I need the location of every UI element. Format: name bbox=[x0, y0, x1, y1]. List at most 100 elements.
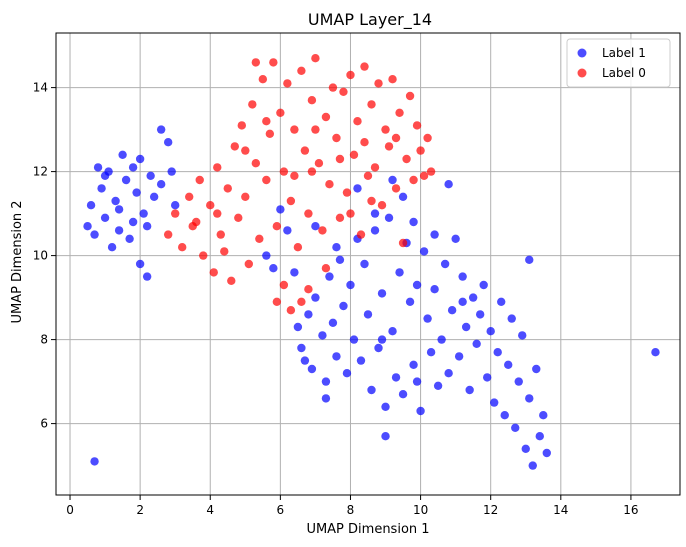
data-point bbox=[297, 66, 306, 76]
legend-label: Label 0 bbox=[602, 66, 646, 80]
data-point bbox=[100, 171, 110, 180]
x-tick-label: 0 bbox=[66, 503, 74, 517]
data-point bbox=[490, 398, 499, 407]
data-point bbox=[370, 163, 380, 172]
y-tick-label: 10 bbox=[33, 249, 48, 263]
data-point bbox=[300, 146, 310, 155]
x-tick-label: 4 bbox=[206, 503, 214, 517]
data-point bbox=[272, 297, 282, 306]
data-point bbox=[391, 184, 401, 193]
data-point bbox=[258, 75, 268, 84]
data-point bbox=[388, 327, 397, 336]
data-point bbox=[286, 306, 296, 315]
data-point bbox=[339, 301, 348, 311]
data-point bbox=[349, 150, 359, 159]
data-point bbox=[339, 87, 348, 97]
data-point bbox=[370, 226, 380, 235]
data-point bbox=[118, 150, 127, 159]
data-point bbox=[307, 96, 317, 105]
data-point bbox=[111, 196, 120, 206]
data-point bbox=[461, 322, 471, 332]
data-point bbox=[518, 331, 527, 340]
data-point bbox=[388, 75, 397, 84]
data-point bbox=[395, 268, 404, 277]
x-tick-label: 8 bbox=[347, 503, 355, 517]
data-point bbox=[651, 348, 660, 357]
legend-box bbox=[566, 38, 671, 88]
data-point bbox=[321, 394, 331, 403]
data-point bbox=[248, 100, 257, 109]
data-point bbox=[381, 432, 390, 441]
data-point bbox=[283, 79, 292, 88]
data-point bbox=[321, 112, 331, 122]
data-point bbox=[311, 293, 320, 302]
data-point bbox=[286, 196, 296, 206]
data-point bbox=[192, 217, 201, 227]
data-point bbox=[412, 377, 422, 386]
data-point bbox=[525, 255, 534, 264]
data-point bbox=[374, 343, 383, 353]
y-tick-label: 8 bbox=[40, 333, 48, 347]
data-point bbox=[279, 167, 289, 176]
data-point bbox=[346, 280, 355, 290]
data-point bbox=[384, 142, 394, 151]
x-axis-label: UMAP Dimension 1 bbox=[306, 522, 429, 537]
data-point bbox=[335, 154, 345, 164]
data-point bbox=[142, 222, 152, 231]
data-point bbox=[206, 201, 215, 210]
data-point bbox=[114, 226, 124, 235]
data-point bbox=[440, 259, 450, 269]
data-point bbox=[311, 54, 320, 63]
data-point bbox=[293, 322, 303, 332]
data-point bbox=[163, 230, 173, 239]
data-point bbox=[493, 348, 502, 357]
data-point bbox=[367, 385, 376, 395]
data-point bbox=[388, 175, 397, 185]
data-point bbox=[426, 348, 436, 357]
data-point bbox=[321, 377, 331, 386]
data-point bbox=[437, 335, 446, 344]
data-point bbox=[244, 259, 254, 269]
x-tick-label: 16 bbox=[623, 503, 638, 517]
data-point bbox=[458, 297, 467, 306]
data-point bbox=[419, 171, 429, 180]
data-point bbox=[332, 133, 341, 143]
data-point bbox=[335, 255, 345, 264]
data-point bbox=[528, 461, 537, 470]
data-point bbox=[409, 217, 418, 227]
data-point bbox=[391, 373, 401, 382]
data-point bbox=[465, 385, 474, 395]
data-point bbox=[142, 272, 152, 281]
data-point bbox=[97, 184, 106, 193]
data-point bbox=[535, 432, 544, 441]
data-point bbox=[542, 448, 551, 458]
data-point bbox=[402, 154, 411, 164]
x-tick-label: 10 bbox=[413, 503, 428, 517]
data-point bbox=[525, 394, 534, 403]
data-point bbox=[419, 247, 429, 256]
data-point bbox=[521, 444, 530, 453]
data-point bbox=[255, 234, 264, 243]
data-point bbox=[500, 411, 509, 420]
data-point bbox=[156, 125, 166, 134]
data-point bbox=[209, 268, 218, 277]
data-point bbox=[262, 117, 271, 126]
data-point bbox=[307, 167, 317, 176]
data-point bbox=[360, 259, 369, 269]
data-point bbox=[125, 234, 134, 243]
data-point bbox=[454, 352, 464, 361]
data-point bbox=[430, 230, 439, 239]
x-tick-label: 6 bbox=[277, 503, 285, 517]
data-point bbox=[412, 280, 422, 290]
data-point bbox=[241, 146, 250, 155]
data-point bbox=[167, 167, 176, 176]
data-point bbox=[511, 423, 520, 432]
data-point bbox=[482, 373, 492, 382]
data-point bbox=[504, 360, 513, 369]
data-point bbox=[269, 58, 278, 67]
data-point bbox=[342, 188, 352, 197]
data-point bbox=[367, 100, 376, 109]
data-point bbox=[163, 138, 173, 147]
data-point bbox=[146, 171, 155, 180]
